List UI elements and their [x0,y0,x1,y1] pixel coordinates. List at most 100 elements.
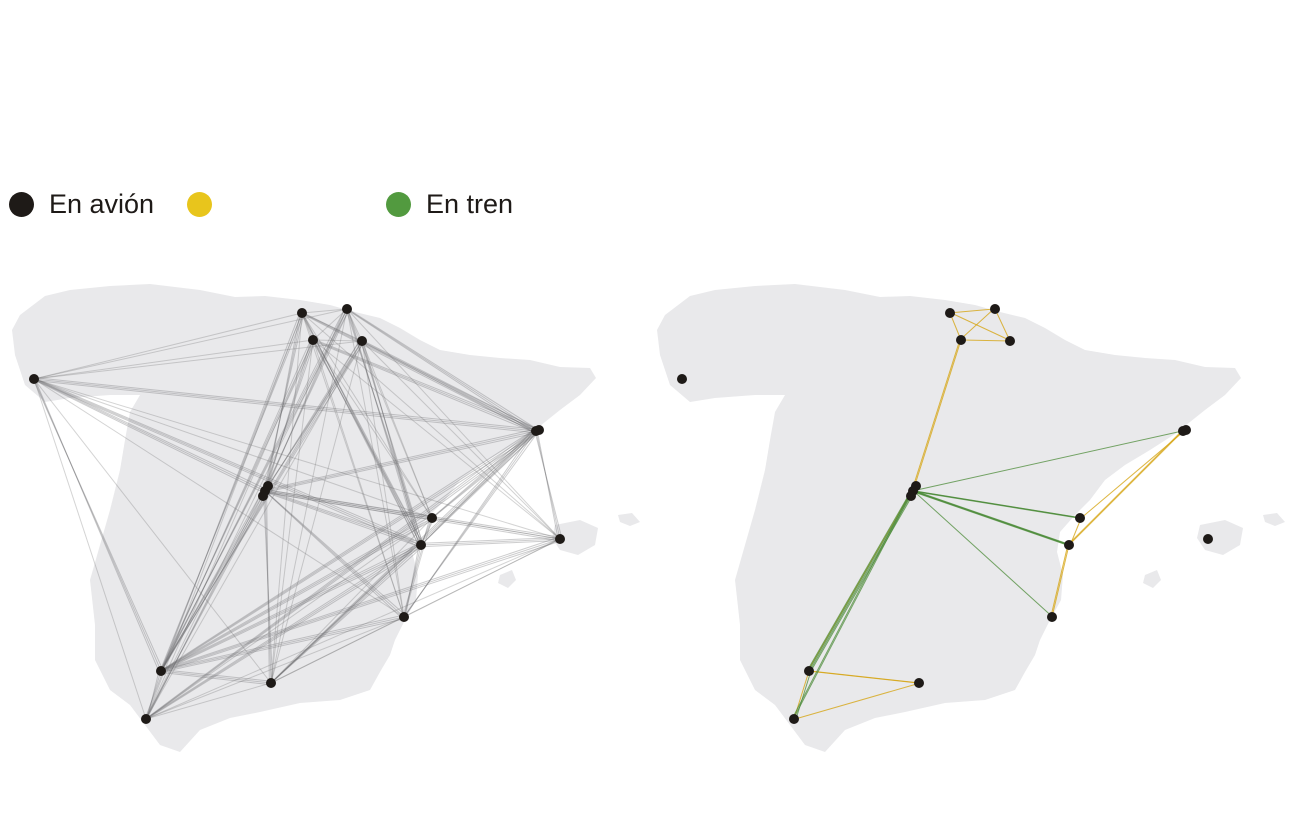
plane-route [263,432,538,494]
plane-route [33,378,147,720]
airport-coruna [29,374,39,384]
plane-route [145,517,433,720]
train-route [792,490,913,720]
plane-route [270,308,348,684]
plane-route [160,544,422,672]
plane-route [262,342,365,493]
station-sansebast [990,304,1000,314]
plane-legend-label: En avión [49,188,155,219]
plane-route [147,489,264,718]
train-route [913,490,1053,618]
station-coruna [677,374,687,384]
plane-route [158,314,305,673]
plane-route [147,428,535,718]
plane-route [145,544,422,720]
plane-route [32,376,267,490]
plane-route [162,307,346,670]
plane-route [312,339,422,546]
plane-route [346,308,422,546]
plane-route [160,517,433,672]
plane-route [160,312,303,672]
plane-route [403,544,422,618]
plane-route [145,339,314,720]
plane-route [145,312,303,720]
plane-route [403,430,537,618]
plane-route [33,378,266,492]
airport-castellon [416,540,426,550]
plane-route [312,339,405,618]
plane-route [266,428,535,490]
bus-route [1051,544,1070,618]
plane-route [312,339,561,540]
plane-route [159,540,562,674]
plane-route [264,430,537,492]
plane-route [145,308,348,720]
plane-route [144,432,538,722]
bus-route [959,308,995,341]
plane-route [264,308,348,492]
plane-route [147,669,160,718]
plane-route [303,314,420,547]
plane-route [361,340,537,432]
plane-route [348,310,535,434]
plane-route [159,432,538,674]
train-route [795,670,812,720]
plane-route [301,312,537,432]
plane-route [158,341,316,673]
plane-route [159,519,434,674]
plane-route [262,489,274,682]
plane-route [145,538,561,720]
plane-route [158,310,350,673]
plane-route [162,311,301,670]
train-route [806,490,912,672]
plane-route [264,312,303,492]
plane-route [160,308,348,672]
plane-route [162,489,264,670]
plane-route [270,312,303,684]
plane-route [301,312,561,540]
plane-route [266,492,403,619]
plane-route [403,517,433,618]
plane-route [346,308,363,342]
plane-route [266,492,559,542]
plane-route [266,307,346,490]
airport-cadiz [141,714,151,724]
plane-route [33,378,537,432]
plane-route [431,517,561,540]
plane-route [363,342,420,547]
airport-granada [266,678,276,688]
plane-route [301,312,422,546]
station-madrid-3 [906,491,916,501]
plane-route [33,378,405,618]
plane-route [363,342,535,434]
ground-map [657,284,1285,752]
plane-route [263,489,406,616]
plane-route [33,339,314,380]
plane-route [361,340,405,618]
bus-route [962,339,1012,342]
plane-route [145,670,162,720]
plane-route [162,542,420,670]
plane-route [31,377,164,670]
station-vitoria [956,335,966,345]
bus-route [994,308,1011,342]
plane-route [33,312,303,380]
plane-route [160,538,561,672]
plane-route [162,515,431,670]
airport-alicante [399,612,409,622]
plane-route [33,340,363,380]
plane-route [160,670,272,684]
plane-route [262,314,305,493]
plane-legend-dot [9,191,34,217]
plane-route [431,430,537,519]
train-legend-label: En tren [426,188,514,219]
plane-route [422,540,559,548]
train-route [914,490,1072,546]
plane-route [419,432,538,547]
plane-route [533,429,563,538]
plane-route [360,338,538,430]
bus-route [807,670,918,684]
plane-route [270,616,405,684]
station-castellon [1064,540,1074,550]
plane-airports [29,304,565,724]
